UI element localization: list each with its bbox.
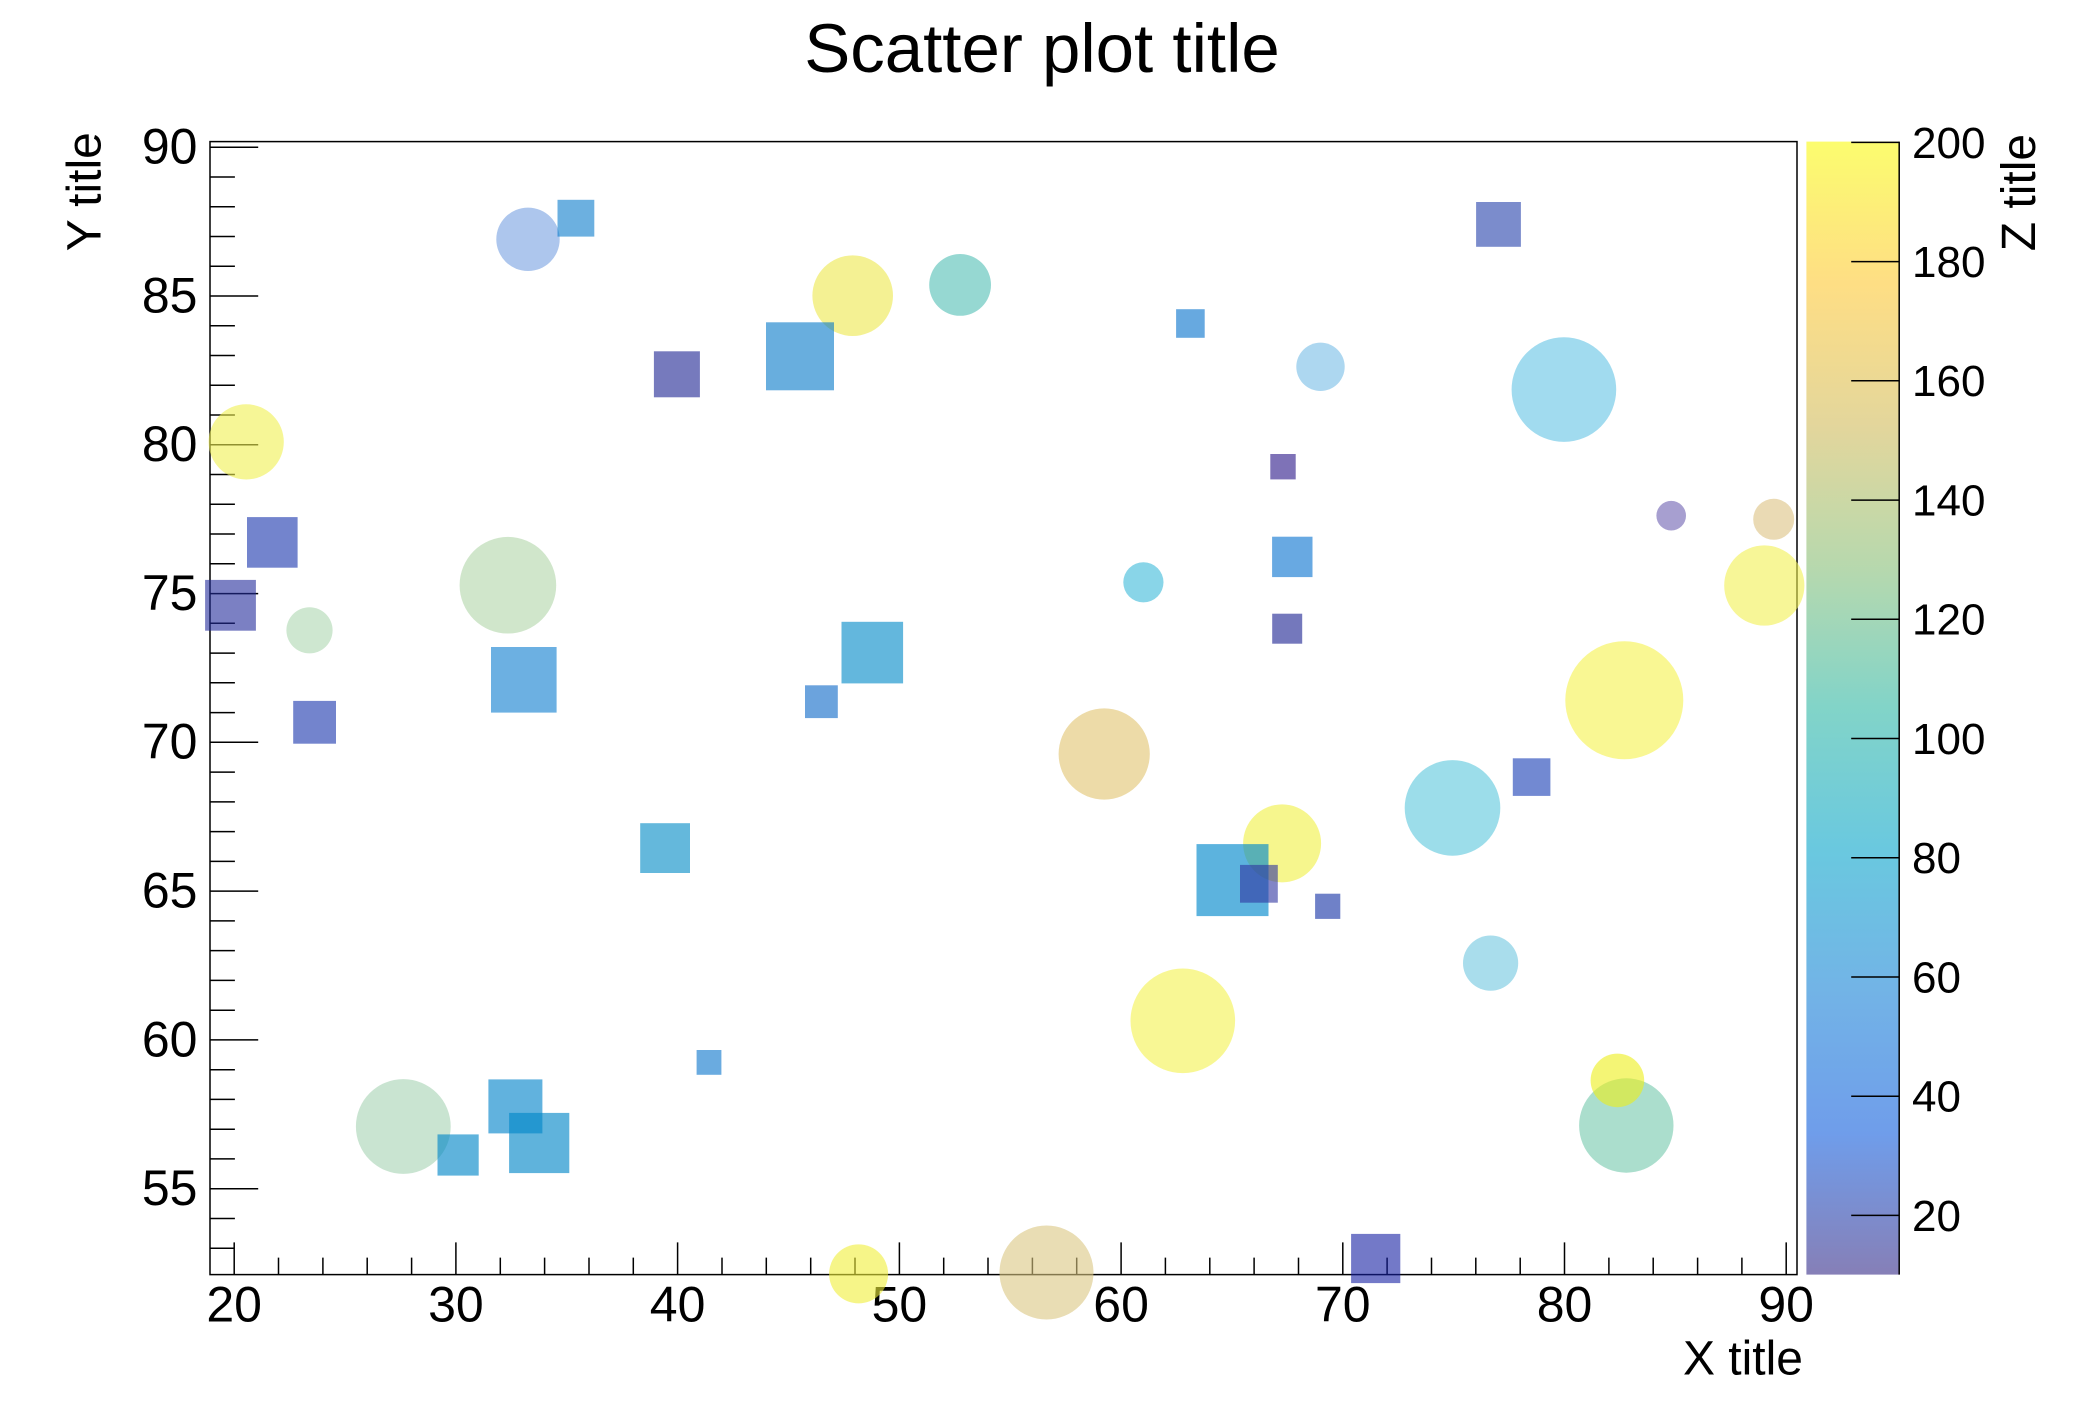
- svg-text:80: 80: [1537, 1276, 1593, 1332]
- svg-text:40: 40: [1912, 1073, 1961, 1122]
- svg-text:140: 140: [1912, 477, 1985, 526]
- svg-text:90: 90: [1758, 1276, 1814, 1332]
- svg-text:60: 60: [1912, 953, 1961, 1002]
- svg-text:70: 70: [142, 714, 198, 770]
- svg-text:20: 20: [1912, 1192, 1961, 1241]
- svg-text:60: 60: [1093, 1276, 1149, 1332]
- svg-text:100: 100: [1912, 715, 1985, 764]
- svg-text:120: 120: [1912, 596, 1985, 645]
- svg-text:Z title: Z title: [1993, 134, 2046, 251]
- svg-text:55: 55: [142, 1160, 198, 1216]
- svg-text:80: 80: [1912, 834, 1961, 883]
- svg-text:60: 60: [142, 1011, 198, 1067]
- svg-text:40: 40: [650, 1276, 706, 1332]
- svg-text:70: 70: [1315, 1276, 1371, 1332]
- svg-text:Y title: Y title: [59, 132, 112, 251]
- svg-text:90: 90: [142, 119, 198, 175]
- svg-text:80: 80: [142, 416, 198, 472]
- svg-text:30: 30: [428, 1276, 484, 1332]
- svg-text:Scatter plot title: Scatter plot title: [804, 10, 1280, 87]
- svg-text:X title: X title: [1683, 1333, 1803, 1386]
- svg-text:75: 75: [142, 565, 198, 621]
- svg-text:85: 85: [142, 267, 198, 323]
- svg-text:160: 160: [1912, 357, 1985, 406]
- svg-text:200: 200: [1912, 119, 1985, 168]
- svg-text:20: 20: [206, 1276, 262, 1332]
- svg-text:180: 180: [1912, 238, 1985, 287]
- svg-text:65: 65: [142, 863, 198, 919]
